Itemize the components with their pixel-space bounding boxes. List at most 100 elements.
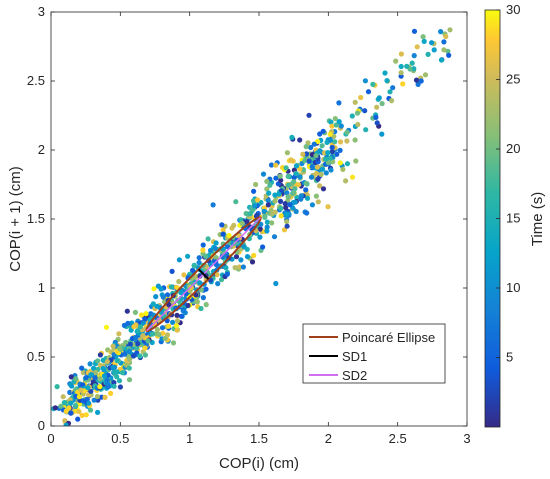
scatter-point [58, 403, 64, 409]
scatter-point [213, 255, 219, 261]
scatter-point [223, 265, 229, 271]
scatter-point [232, 265, 238, 271]
scatter-point [108, 390, 114, 396]
scatter-point [168, 284, 175, 290]
scatter-point [116, 331, 122, 337]
y-tick-label: 2 [38, 142, 45, 157]
scatter-point [218, 277, 225, 283]
scatter-point [247, 211, 253, 217]
scatter-point [124, 308, 130, 314]
scatter-point [284, 219, 290, 225]
scatter-point [255, 197, 261, 203]
scatter-point [203, 302, 209, 308]
scatter-point [127, 341, 133, 347]
legend-label: SD2 [342, 368, 367, 383]
scatter-point [196, 260, 202, 266]
scatter-point [180, 308, 186, 314]
scatter-point [174, 318, 181, 324]
scatter-point [219, 222, 225, 228]
scatter-point [126, 348, 132, 354]
scatter-point [273, 175, 279, 181]
scatter-point [338, 123, 344, 129]
scatter-point [315, 176, 321, 182]
scatter-point [102, 394, 108, 400]
scatter-point [249, 259, 256, 265]
scatter-point [174, 312, 180, 318]
scatter-point [154, 303, 160, 309]
scatter-point [97, 352, 103, 358]
scatter-point [382, 70, 388, 76]
scatter-point [315, 199, 321, 205]
scatter-point [137, 324, 143, 330]
scatter-point [291, 179, 297, 185]
scatter-point [78, 387, 84, 393]
scatter-point [358, 94, 364, 101]
scatter-point [185, 253, 191, 259]
x-tick-label: 0.5 [111, 431, 129, 446]
scatter-point [156, 331, 162, 338]
scatter-point [231, 222, 237, 228]
x-tick-label: 2 [325, 431, 332, 446]
scatter-point [94, 393, 100, 400]
scatter-point [97, 376, 103, 382]
scatter-point [411, 28, 418, 34]
scatter-point [334, 151, 340, 157]
scatter-point [83, 375, 89, 381]
scatter-point [100, 365, 106, 372]
legend-box [302, 323, 446, 384]
scatter-point [398, 63, 404, 70]
scatter-point [87, 361, 93, 367]
scatter-point [63, 422, 69, 426]
scatter-point [54, 384, 60, 390]
scatter-point [446, 52, 452, 58]
scatter-point [320, 128, 326, 134]
scatter-point [429, 40, 435, 46]
x-tick-label: 1 [186, 431, 193, 446]
scatter-point [344, 138, 350, 144]
scatter-point [153, 294, 159, 300]
scatter-point [379, 101, 385, 107]
scatter-point [355, 121, 361, 128]
scatter-point [210, 202, 216, 208]
scatter-point [151, 286, 157, 292]
scatter-point [431, 47, 437, 53]
scatter-point [273, 162, 279, 168]
scatter-point [284, 211, 290, 217]
scatter-point [268, 162, 275, 168]
scatter-point [323, 156, 329, 162]
scatter-point [63, 408, 69, 414]
scatter-point [185, 302, 191, 309]
scatter-point [269, 220, 275, 226]
scatter-point [244, 254, 251, 260]
scatter-point [425, 51, 431, 58]
scatter-point [319, 143, 325, 149]
y-tick-label: 0.5 [27, 349, 45, 364]
scatter-point [114, 357, 120, 364]
legend-label: SD1 [342, 349, 367, 364]
scatter-point [105, 380, 111, 387]
scatter-point [170, 319, 176, 325]
scatter-point [349, 174, 356, 180]
scatter-point [135, 341, 141, 347]
scatter-point [103, 324, 110, 330]
scatter-point [220, 231, 226, 237]
scatter-point [284, 223, 290, 229]
scatter-point [60, 394, 66, 400]
scatter-point [285, 194, 291, 200]
scatter-point [304, 210, 310, 216]
scatter-point [119, 370, 126, 376]
scatter-point [178, 290, 184, 296]
x-axis: 0 0.5 1 1.5 2 2.5 3 [47, 12, 471, 446]
scatter-point [219, 254, 225, 260]
scatter-point [257, 226, 263, 232]
scatter-point [114, 374, 120, 380]
scatter-point [411, 53, 417, 59]
scatter-point [328, 119, 334, 125]
scatter-point [272, 209, 278, 215]
scatter-point [292, 199, 298, 205]
scatter-point [116, 378, 123, 384]
scatter-point [164, 292, 171, 298]
scatter-point [306, 112, 312, 118]
scatter-point [198, 305, 204, 312]
scatter-point [212, 245, 218, 252]
